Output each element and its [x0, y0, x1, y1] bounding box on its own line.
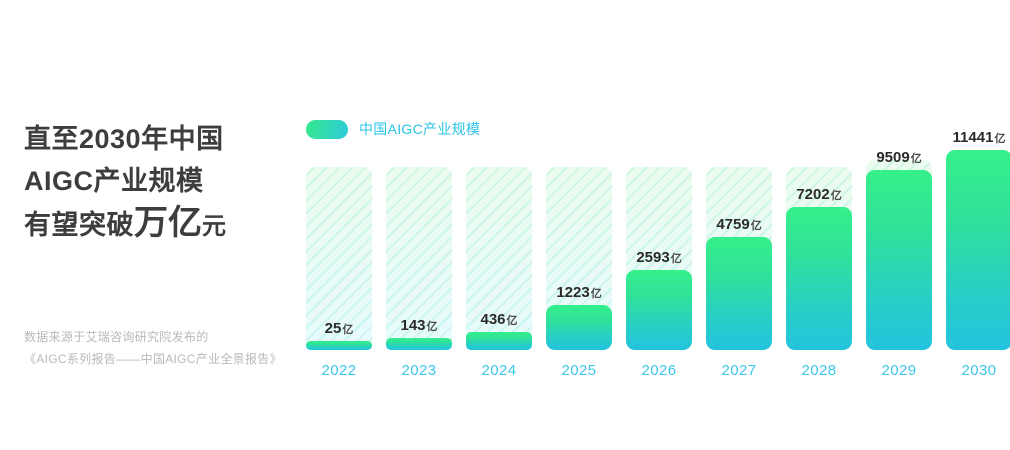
bar-value-unit-2026: 亿 — [670, 253, 682, 265]
bar-value-number-2027: 4759 — [716, 216, 750, 233]
bar-value-number-2022: 25 — [324, 320, 342, 337]
bar-fill-2024[interactable] — [466, 332, 532, 350]
bar-value-label-2029: 9509亿 — [866, 149, 932, 166]
x-axis-label-2025: 2025 — [561, 362, 597, 379]
source-note-line-2: 《AIGC系列报告——中国AIGC产业全景报告》 — [24, 352, 282, 366]
chart-legend: 中国AIGC产业规模 — [306, 119, 480, 139]
headline-line-3-prefix: 有望突破 — [24, 210, 134, 240]
headline-line-1: 直至2030年中国 — [24, 124, 224, 154]
bar-track-2024 — [466, 167, 532, 350]
bar-track-2022 — [306, 167, 372, 350]
x-axis-label-2022: 2022 — [321, 362, 357, 379]
bar-value-unit-2029: 亿 — [910, 153, 922, 165]
headline-emphasis: 万亿 — [134, 204, 202, 242]
bar-value-unit-2023: 亿 — [426, 321, 438, 333]
x-axis-label-2030: 2030 — [961, 362, 997, 379]
headline-block: 直至2030年中国 AIGC产业规模 有望突破万亿元 — [24, 118, 300, 248]
x-axis-label-2027: 2027 — [721, 362, 757, 379]
headline-line-3: 有望突破万亿元 — [24, 202, 300, 248]
bar-fill-2030[interactable] — [946, 150, 1010, 350]
bar-value-label-2028: 7202亿 — [786, 186, 852, 203]
bar-value-number-2028: 7202 — [796, 186, 830, 203]
bar-value-number-2025: 1223 — [556, 284, 590, 301]
x-axis-label-2026: 2026 — [641, 362, 677, 379]
bar-value-unit-2027: 亿 — [750, 220, 762, 232]
bar-value-label-2022: 25亿 — [306, 320, 372, 337]
bar-value-unit-2024: 亿 — [506, 315, 518, 327]
bar-chart: 25亿 2022 143亿 2023 436亿 2024 1223亿 2025 2593亿 202… — [306, 129, 1010, 385]
headline-line-2: AIGC产业规模 — [24, 166, 204, 196]
bar-fill-2027[interactable] — [706, 237, 772, 350]
x-axis-label-2029: 2029 — [881, 362, 917, 379]
bar-track-2023 — [386, 167, 452, 350]
bar-value-unit-2030: 亿 — [994, 133, 1006, 145]
bar-value-number-2026: 2593 — [636, 249, 670, 266]
bar-fill-2022[interactable] — [306, 341, 372, 350]
bar-fill-2023[interactable] — [386, 338, 452, 350]
bar-value-unit-2022: 亿 — [342, 324, 354, 336]
bar-value-label-2026: 2593亿 — [626, 249, 692, 266]
x-axis-label-2023: 2023 — [401, 362, 437, 379]
legend-label: 中国AIGC产业规模 — [359, 121, 481, 137]
bar-value-label-2027: 4759亿 — [706, 216, 772, 233]
bar-value-number-2023: 143 — [400, 317, 426, 334]
bar-fill-2028[interactable] — [786, 207, 852, 350]
bar-value-label-2030: 11441亿 — [946, 129, 1010, 146]
bar-fill-2029[interactable] — [866, 170, 932, 350]
bar-value-label-2023: 143亿 — [386, 317, 452, 334]
headline-line-3-suffix: 元 — [202, 213, 227, 240]
bar-value-unit-2025: 亿 — [590, 288, 602, 300]
bar-fill-2025[interactable] — [546, 305, 612, 350]
x-axis-label-2024: 2024 — [481, 362, 517, 379]
bar-value-number-2029: 9509 — [876, 149, 910, 166]
bar-value-unit-2028: 亿 — [830, 190, 842, 202]
legend-swatch-icon — [306, 119, 348, 139]
bar-value-number-2030: 11441 — [952, 129, 994, 146]
bar-value-number-2024: 436 — [480, 311, 506, 328]
source-note: 数据来源于艾瑞咨询研究院发布的 《AIGC系列报告——中国AIGC产业全景报告》 — [24, 326, 314, 370]
source-note-line-1: 数据来源于艾瑞咨询研究院发布的 — [24, 330, 209, 344]
bar-fill-2026[interactable] — [626, 270, 692, 350]
x-axis-label-2028: 2028 — [801, 362, 837, 379]
bar-value-label-2024: 436亿 — [466, 311, 532, 328]
bar-value-label-2025: 1223亿 — [546, 284, 612, 301]
